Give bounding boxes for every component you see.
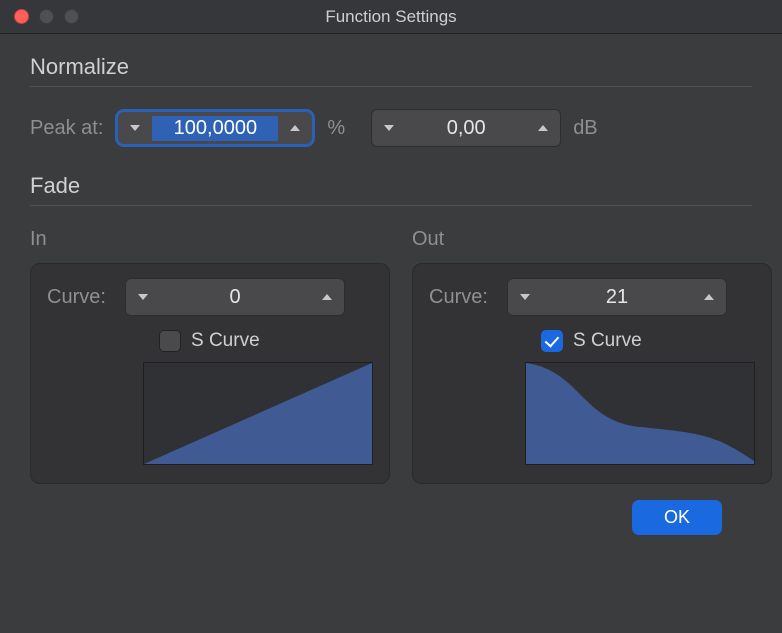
close-window-button[interactable]: [14, 9, 29, 24]
fade-in-curve-stepper[interactable]: 0: [125, 278, 345, 316]
peak-row: Peak at: 100,0000 % 0,00 dB: [30, 109, 752, 147]
fade-in-scurve-row: S Curve: [159, 330, 373, 352]
fade-out-graph: [525, 362, 755, 465]
fade-out-curve-row: Curve: 21: [429, 278, 755, 316]
stepper-increment-icon[interactable]: [692, 279, 726, 315]
fade-out-label: Out: [412, 228, 772, 251]
fade-in-curve-label: Curve:: [47, 286, 115, 309]
fade-in-column: In Curve: 0 S Curve: [30, 228, 390, 484]
stepper-increment-icon[interactable]: [526, 110, 560, 146]
fade-grid: In Curve: 0 S Curve: [30, 228, 752, 484]
ok-button[interactable]: OK: [632, 500, 722, 535]
zoom-window-button[interactable]: [64, 9, 79, 24]
stepper-increment-icon[interactable]: [310, 279, 344, 315]
minimize-window-button[interactable]: [39, 9, 54, 24]
fade-in-curve-value[interactable]: 0: [160, 286, 310, 309]
db-unit: dB: [573, 117, 597, 140]
fade-in-label: In: [30, 228, 390, 251]
fade-out-curve-stepper[interactable]: 21: [507, 278, 727, 316]
fade-in-curve-row: Curve: 0: [47, 278, 373, 316]
stepper-decrement-icon[interactable]: [126, 279, 160, 315]
fade-out-column: Out Curve: 21 S Curve: [412, 228, 772, 484]
footer: OK: [30, 484, 752, 535]
fade-out-panel: Curve: 21 S Curve: [412, 263, 772, 484]
peak-db-stepper[interactable]: 0,00: [371, 109, 561, 147]
titlebar: Function Settings: [0, 0, 782, 34]
peak-at-label: Peak at:: [30, 117, 103, 140]
fade-in-graph: [143, 362, 373, 465]
fade-in-scurve-label: S Curve: [191, 330, 260, 352]
peak-percent-value[interactable]: 100,0000: [152, 116, 278, 141]
peak-db-value[interactable]: 0,00: [406, 117, 526, 140]
stepper-increment-icon[interactable]: [278, 112, 312, 144]
normalize-header: Normalize: [30, 54, 752, 87]
fade-out-curve-value[interactable]: 21: [542, 286, 692, 309]
peak-percent-stepper[interactable]: 100,0000: [115, 109, 315, 147]
fade-out-scurve-row: S Curve: [541, 330, 755, 352]
fade-out-curve-label: Curve:: [429, 286, 497, 309]
window-title: Function Settings: [0, 7, 782, 27]
content-area: Normalize Peak at: 100,0000 % 0,00 dB Fa…: [0, 34, 782, 535]
percent-unit: %: [327, 117, 345, 140]
traffic-lights: [14, 9, 79, 24]
fade-in-scurve-checkbox[interactable]: [159, 330, 181, 352]
fade-header: Fade: [30, 173, 752, 206]
fade-in-panel: Curve: 0 S Curve: [30, 263, 390, 484]
stepper-decrement-icon[interactable]: [508, 279, 542, 315]
stepper-decrement-icon[interactable]: [118, 112, 152, 144]
stepper-decrement-icon[interactable]: [372, 110, 406, 146]
fade-out-scurve-label: S Curve: [573, 330, 642, 352]
fade-out-scurve-checkbox[interactable]: [541, 330, 563, 352]
